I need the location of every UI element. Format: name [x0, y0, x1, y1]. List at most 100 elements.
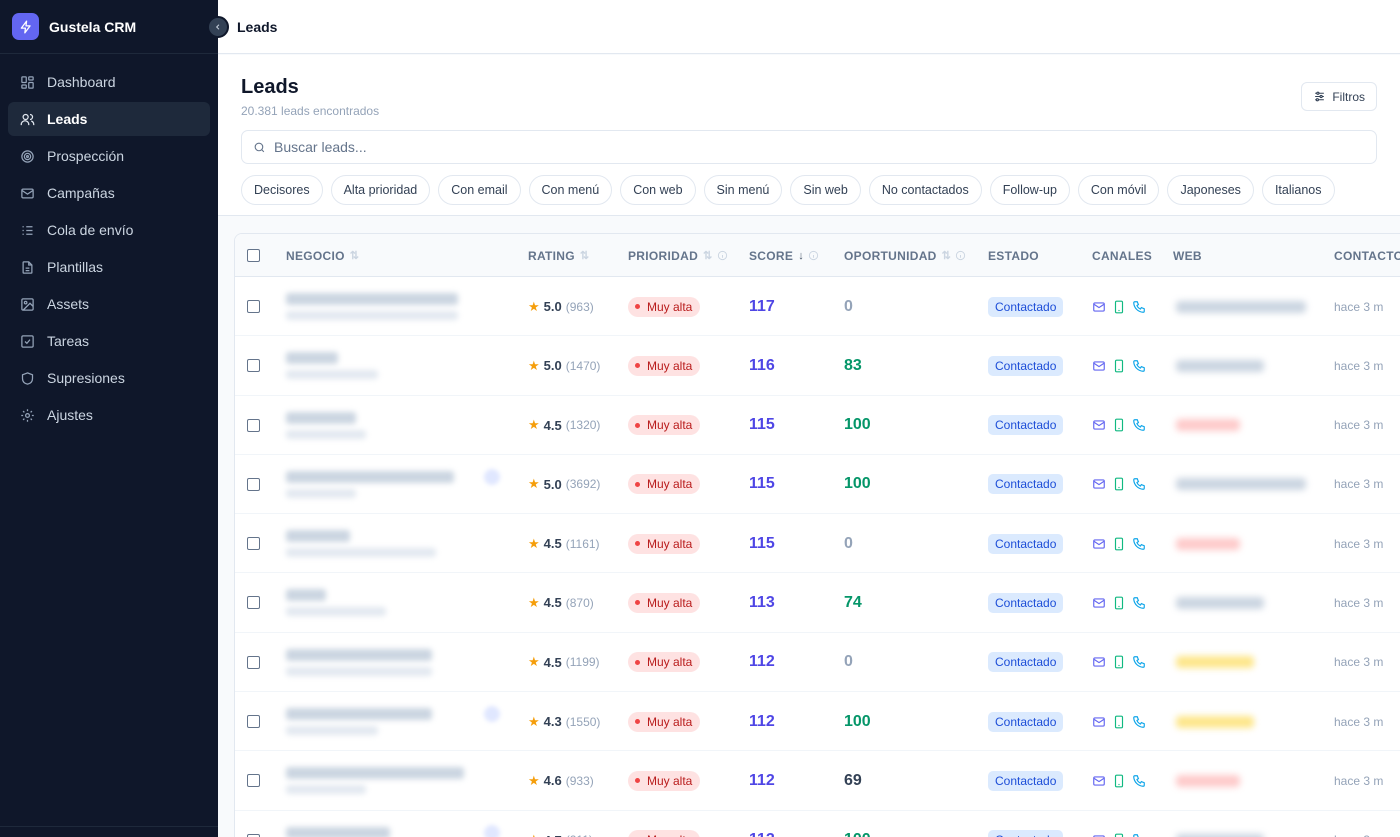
search-input[interactable] — [274, 139, 874, 155]
table-row[interactable]: ★ 4.3 (1550) Muy alta 112 100 Contactado… — [235, 692, 1400, 752]
row-checkbox[interactable] — [247, 418, 260, 432]
lead-name[interactable] — [286, 692, 432, 751]
row-checkbox[interactable] — [247, 537, 260, 551]
website-link[interactable] — [1176, 300, 1306, 313]
sidebar-item-campanas[interactable]: Campañas — [8, 176, 210, 210]
sidebar-item-dashboard[interactable]: Dashboard — [8, 65, 210, 99]
column-prioridad[interactable]: PRIORIDAD ⇅ — [628, 234, 728, 277]
mobile-icon[interactable] — [1112, 418, 1126, 432]
email-icon[interactable] — [1092, 833, 1106, 837]
email-icon[interactable] — [1092, 537, 1106, 551]
lead-name[interactable] — [286, 336, 378, 395]
chip-sin-web[interactable]: Sin web — [790, 175, 861, 205]
column-rating[interactable]: RATING ⇅ — [528, 234, 589, 277]
table-row[interactable]: ★ 4.5 (1320) Muy alta 115 100 Contactado… — [235, 396, 1400, 455]
table-row[interactable]: ★ 5.0 (963) Muy alta 117 0 Contactado ha… — [235, 277, 1400, 337]
table-row[interactable]: ★ 4.7 (211) Muy alta 112 100 Contactado … — [235, 811, 1400, 837]
mobile-icon[interactable] — [1112, 300, 1126, 314]
row-checkbox[interactable] — [247, 359, 260, 373]
mobile-icon[interactable] — [1112, 833, 1126, 837]
website-link[interactable] — [1176, 774, 1240, 787]
website-link[interactable] — [1176, 419, 1240, 432]
table-row[interactable]: ★ 4.6 (933) Muy alta 112 69 Contactado h… — [235, 751, 1400, 811]
website-link[interactable] — [1176, 359, 1264, 372]
lead-name[interactable] — [286, 396, 366, 455]
lead-name[interactable] — [286, 573, 386, 632]
website-link[interactable] — [1176, 715, 1254, 728]
phone-icon[interactable] — [1132, 655, 1146, 669]
lead-name[interactable] — [286, 277, 458, 336]
email-icon[interactable] — [1092, 596, 1106, 610]
phone-icon[interactable] — [1132, 715, 1146, 729]
email-icon[interactable] — [1092, 715, 1106, 729]
website-link[interactable] — [1176, 834, 1264, 837]
lead-name[interactable] — [286, 633, 432, 692]
row-checkbox[interactable] — [247, 655, 260, 669]
phone-icon[interactable] — [1132, 833, 1146, 837]
table-row[interactable]: ★ 5.0 (1470) Muy alta 116 83 Contactado … — [235, 336, 1400, 396]
chip-con-movil[interactable]: Con móvil — [1077, 175, 1160, 205]
table-row[interactable]: ★ 5.0 (3692) Muy alta 115 100 Contactado… — [235, 455, 1400, 515]
chip-con-email[interactable]: Con email — [438, 175, 521, 205]
website-link[interactable] — [1176, 596, 1264, 609]
row-checkbox[interactable] — [247, 477, 260, 491]
sidebar-item-prospeccion[interactable]: Prospección — [8, 139, 210, 173]
mobile-icon[interactable] — [1112, 477, 1126, 491]
lead-name[interactable] — [286, 455, 454, 514]
table-row[interactable]: ★ 4.5 (870) Muy alta 113 74 Contactado h… — [235, 573, 1400, 633]
column-oportunidad[interactable]: OPORTUNIDAD ⇅ — [844, 234, 966, 277]
email-icon[interactable] — [1092, 477, 1106, 491]
collapse-sidebar-button[interactable] — [207, 16, 229, 38]
column-score[interactable]: SCORE ↓ — [749, 234, 819, 277]
lead-name[interactable] — [286, 751, 464, 810]
chip-follow-up[interactable]: Follow-up — [989, 175, 1070, 205]
sidebar-item-cola-envio[interactable]: Cola de envío — [8, 213, 210, 247]
sidebar-item-ajustes[interactable]: Ajustes — [8, 398, 210, 432]
chip-japoneses[interactable]: Japoneses — [1167, 175, 1254, 205]
mobile-icon[interactable] — [1112, 715, 1126, 729]
email-icon[interactable] — [1092, 774, 1106, 788]
mobile-icon[interactable] — [1112, 774, 1126, 788]
sidebar-item-plantillas[interactable]: Plantillas — [8, 250, 210, 284]
phone-icon[interactable] — [1132, 418, 1146, 432]
chip-no-contactados[interactable]: No contactados — [868, 175, 982, 205]
mobile-icon[interactable] — [1112, 359, 1126, 373]
row-checkbox[interactable] — [247, 774, 260, 788]
brand[interactable]: Gustela CRM — [0, 0, 218, 54]
phone-icon[interactable] — [1132, 596, 1146, 610]
email-icon[interactable] — [1092, 418, 1106, 432]
mobile-icon[interactable] — [1112, 537, 1126, 551]
lead-name[interactable] — [286, 514, 436, 573]
row-checkbox[interactable] — [247, 596, 260, 610]
phone-icon[interactable] — [1132, 359, 1146, 373]
filters-button[interactable]: Filtros — [1301, 82, 1377, 111]
sidebar-item-leads[interactable]: Leads — [8, 102, 210, 136]
website-link[interactable] — [1176, 478, 1306, 491]
chip-con-web[interactable]: Con web — [620, 175, 696, 205]
chip-italianos[interactable]: Italianos — [1261, 175, 1335, 205]
chip-sin-menu[interactable]: Sin menú — [703, 175, 783, 205]
table-row[interactable]: ★ 4.5 (1199) Muy alta 112 0 Contactado h… — [235, 633, 1400, 693]
row-checkbox[interactable] — [247, 715, 260, 729]
mobile-icon[interactable] — [1112, 655, 1126, 669]
mobile-icon[interactable] — [1112, 596, 1126, 610]
row-checkbox[interactable] — [247, 833, 260, 837]
chip-alta-prioridad[interactable]: Alta prioridad — [330, 175, 431, 205]
sidebar-item-assets[interactable]: Assets — [8, 287, 210, 321]
sidebar-item-supresiones[interactable]: Supresiones — [8, 361, 210, 395]
chip-con-menu[interactable]: Con menú — [528, 175, 613, 205]
table-row[interactable]: ★ 4.5 (1161) Muy alta 115 0 Contactado h… — [235, 514, 1400, 574]
row-checkbox[interactable] — [247, 300, 260, 313]
email-icon[interactable] — [1092, 300, 1106, 314]
email-icon[interactable] — [1092, 359, 1106, 373]
phone-icon[interactable] — [1132, 537, 1146, 551]
column-negocio[interactable]: NEGOCIO ⇅ — [286, 234, 359, 277]
lead-name[interactable] — [286, 811, 390, 837]
sidebar-item-tareas[interactable]: Tareas — [8, 324, 210, 358]
select-all-checkbox[interactable] — [247, 249, 260, 262]
phone-icon[interactable] — [1132, 774, 1146, 788]
chip-decisores[interactable]: Decisores — [241, 175, 323, 205]
email-icon[interactable] — [1092, 655, 1106, 669]
phone-icon[interactable] — [1132, 477, 1146, 491]
phone-icon[interactable] — [1132, 300, 1146, 314]
